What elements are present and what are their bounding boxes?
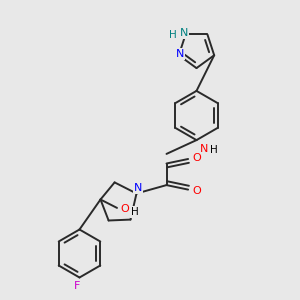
Text: O: O: [192, 186, 201, 196]
Text: F: F: [74, 281, 80, 291]
Text: H: H: [169, 30, 177, 40]
Text: N: N: [176, 49, 184, 59]
Text: O: O: [192, 153, 201, 163]
Text: N: N: [180, 28, 188, 38]
Text: H: H: [131, 207, 139, 217]
Text: N: N: [134, 183, 142, 193]
Text: O: O: [120, 204, 129, 214]
Text: H: H: [210, 145, 218, 155]
Text: N: N: [200, 143, 208, 154]
